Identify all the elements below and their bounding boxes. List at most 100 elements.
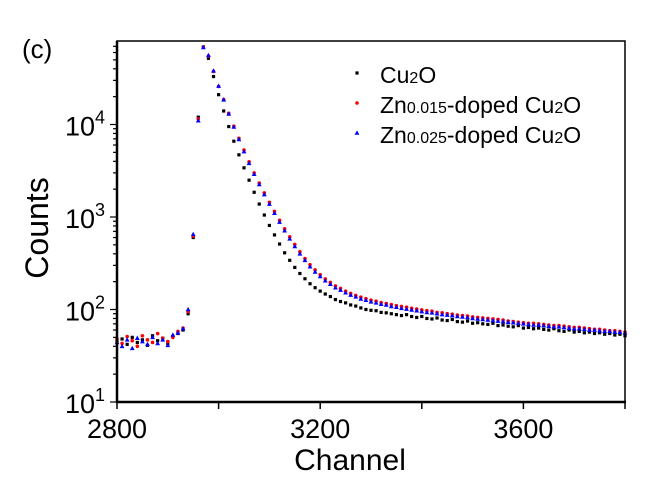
data-point bbox=[608, 331, 612, 336]
data-point bbox=[166, 339, 170, 344]
data-point bbox=[227, 124, 231, 129]
data-point bbox=[283, 251, 287, 255]
data-point bbox=[277, 242, 282, 246]
data-point bbox=[251, 171, 257, 177]
legend-label: Zn0.025-doped Cu2O bbox=[380, 122, 581, 148]
data-point bbox=[577, 329, 581, 333]
data-point bbox=[338, 287, 343, 292]
data-point bbox=[379, 310, 383, 315]
data-point bbox=[551, 324, 557, 329]
data-point bbox=[307, 264, 313, 269]
data-point bbox=[465, 319, 470, 323]
data-point bbox=[526, 325, 531, 330]
legend-subscript: 0.015 bbox=[407, 100, 447, 117]
data-point bbox=[252, 190, 256, 194]
data-point bbox=[267, 201, 272, 206]
data-point bbox=[327, 281, 333, 286]
legend-text: Zn bbox=[380, 92, 407, 118]
data-point bbox=[430, 317, 434, 321]
legend-subscript: 0.025 bbox=[407, 130, 447, 147]
data-point bbox=[505, 319, 511, 324]
data-point bbox=[449, 312, 455, 318]
data-point bbox=[323, 292, 327, 296]
data-point bbox=[338, 299, 343, 304]
data-point bbox=[120, 341, 124, 346]
data-point bbox=[125, 342, 129, 346]
data-point bbox=[328, 294, 332, 299]
data-point bbox=[313, 286, 317, 290]
data-point bbox=[562, 329, 566, 333]
data-point bbox=[536, 322, 542, 327]
data-point bbox=[480, 316, 486, 322]
data-point bbox=[211, 68, 216, 73]
data-point bbox=[404, 313, 409, 317]
data-point bbox=[384, 311, 388, 315]
data-point bbox=[256, 181, 262, 187]
y-tick-exponent: 1 bbox=[95, 385, 105, 405]
legend-label: Cu2O bbox=[380, 62, 436, 88]
data-point bbox=[236, 136, 242, 142]
y-tick-label: 101 bbox=[65, 385, 105, 419]
data-point bbox=[592, 331, 597, 336]
data-point bbox=[261, 191, 267, 197]
data-point bbox=[322, 278, 328, 283]
data-point bbox=[521, 326, 525, 330]
data-point bbox=[298, 271, 302, 276]
data-point bbox=[567, 328, 571, 332]
data-point bbox=[374, 309, 378, 313]
x-tick-label: 3600 bbox=[493, 414, 553, 444]
data-point bbox=[140, 333, 145, 338]
data-point bbox=[130, 335, 134, 339]
legend-subscript: 2 bbox=[554, 100, 563, 117]
data-point bbox=[135, 340, 139, 345]
data-point bbox=[297, 251, 303, 256]
data-point bbox=[155, 331, 160, 336]
data-point bbox=[557, 329, 561, 333]
data-point bbox=[292, 243, 298, 249]
data-point bbox=[435, 316, 439, 320]
data-point bbox=[425, 316, 429, 321]
data-point bbox=[531, 327, 536, 331]
legend-marker bbox=[355, 71, 359, 75]
data-point bbox=[399, 313, 404, 318]
legend-marker bbox=[355, 101, 359, 105]
data-point bbox=[592, 327, 597, 332]
x-tick-label: 3200 bbox=[290, 414, 350, 444]
data-point bbox=[516, 323, 520, 328]
data-point bbox=[282, 228, 288, 233]
legend-subscript: 2 bbox=[409, 70, 418, 87]
y-tick-base: 10 bbox=[65, 297, 95, 327]
data-point bbox=[576, 326, 582, 331]
data-point bbox=[145, 338, 150, 342]
legend-text: O bbox=[563, 92, 581, 118]
data-point bbox=[440, 318, 444, 322]
data-point bbox=[200, 44, 206, 50]
data-point bbox=[410, 314, 414, 319]
data-point bbox=[420, 314, 424, 319]
data-point bbox=[603, 332, 607, 336]
data-point bbox=[186, 312, 190, 316]
data-point bbox=[317, 273, 323, 279]
data-point bbox=[602, 328, 608, 334]
data-point bbox=[353, 294, 359, 299]
y-tick-exponent: 4 bbox=[95, 108, 105, 128]
data-point bbox=[156, 339, 160, 343]
y-tick-base: 10 bbox=[65, 204, 95, 234]
data-point bbox=[272, 210, 277, 215]
data-point bbox=[404, 306, 409, 311]
data-point bbox=[190, 231, 196, 237]
data-point bbox=[247, 178, 251, 182]
data-point bbox=[556, 324, 562, 329]
data-point bbox=[180, 326, 186, 331]
panel-label: (c) bbox=[22, 34, 52, 64]
legend-text: O bbox=[563, 122, 581, 148]
data-point bbox=[388, 303, 394, 309]
data-point bbox=[359, 306, 363, 310]
data-point bbox=[302, 257, 308, 263]
legend-text: -doped Cu bbox=[447, 122, 554, 148]
data-point bbox=[195, 118, 201, 123]
data-point bbox=[424, 309, 430, 315]
data-point bbox=[496, 323, 500, 328]
